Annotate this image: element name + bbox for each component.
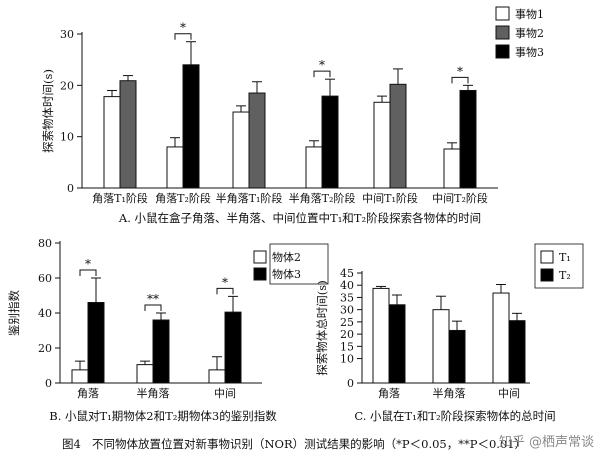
y-tick-label: 40 xyxy=(340,279,354,292)
y-tick-label: 30 xyxy=(340,304,354,317)
bar xyxy=(119,80,137,189)
chart-title: B. 小鼠对T₁期物体2和T₂期物体3的鉴别指数 xyxy=(49,409,277,423)
x-tick-label: 半角落 xyxy=(137,386,170,400)
significance-bracket xyxy=(79,269,97,276)
figure-caption: 图4 不同物体放置位置对新事物识别（NOR）测试结果的影响（*P＜0.05，**… xyxy=(0,434,600,454)
x-tick-label: 半角落 xyxy=(433,386,466,400)
bar xyxy=(103,96,121,189)
significance-bracket xyxy=(451,76,469,84)
x-tick-label: 角落 xyxy=(77,387,99,400)
bar xyxy=(373,101,391,189)
x-tick-label: 中间T₁阶段 xyxy=(362,191,418,205)
bar xyxy=(508,320,526,384)
y-tick-label: 25 xyxy=(340,316,354,329)
x-tick-label: 半角落T₂阶段 xyxy=(289,191,356,205)
bar xyxy=(248,92,266,189)
bar xyxy=(321,95,339,189)
y-tick-label: 15 xyxy=(340,340,354,353)
y-tick-label: 30 xyxy=(60,28,74,41)
significance-mark: ** xyxy=(147,292,159,306)
significance-mark: * xyxy=(85,257,91,271)
bar xyxy=(388,304,406,384)
chart-title: A. 小鼠在盒子角落、半角落、中间位置中T₁和T₂阶段探索各物体的时间 xyxy=(118,211,481,225)
bar xyxy=(443,148,461,189)
legend-label: 物体2 xyxy=(272,250,301,264)
y-tick-label: 0 xyxy=(45,377,52,390)
y-axis-label: 探索物体时间(s) xyxy=(41,69,55,153)
x-tick-label: 中间T₂阶段 xyxy=(432,191,488,205)
bar xyxy=(166,146,184,189)
significance-mark: * xyxy=(319,58,325,72)
y-tick-label: 60 xyxy=(38,272,52,285)
bar xyxy=(432,309,450,384)
x-tick-label: 角落 xyxy=(378,387,400,400)
bar xyxy=(305,146,323,189)
bar xyxy=(448,329,466,384)
x-tick-label: 角落T₁阶段 xyxy=(92,191,148,205)
y-tick-label: 40 xyxy=(38,307,52,320)
legend-frame-c xyxy=(534,243,584,289)
legend-swatch xyxy=(540,268,554,282)
caption-label: 图4 xyxy=(62,437,81,451)
y-tick-label: 0 xyxy=(347,377,354,390)
y-tick-label: 45 xyxy=(340,267,354,280)
significance-bracket xyxy=(144,304,162,311)
y-tick-label: 80 xyxy=(38,237,52,250)
legend-swatch xyxy=(253,250,267,264)
y-tick-label: 10 xyxy=(60,131,74,144)
legend-label: 物体3 xyxy=(272,267,301,281)
significance-bracket xyxy=(216,287,234,295)
legend-swatch xyxy=(495,44,510,59)
significance-mark: * xyxy=(222,275,228,289)
significance-mark: * xyxy=(457,64,463,78)
significance-bracket xyxy=(313,70,331,78)
legend-frame-b xyxy=(269,243,329,285)
x-tick-label: 中间 xyxy=(498,387,520,400)
legend-label: 事物3 xyxy=(515,45,544,59)
legend-swatch xyxy=(253,267,267,281)
y-axis-label: 鉴别指数 xyxy=(7,290,21,336)
bar xyxy=(492,292,510,384)
bar xyxy=(136,364,154,384)
y-tick-label: 20 xyxy=(60,79,74,92)
legend-swatch xyxy=(495,25,510,40)
significance-mark: * xyxy=(180,21,186,35)
legend-label: T₂ xyxy=(559,269,571,282)
legend-swatch xyxy=(495,6,510,21)
bar xyxy=(208,369,226,384)
y-axis-label: 探索物体总时间(s) xyxy=(315,280,329,375)
y-tick-label: 0 xyxy=(67,182,74,195)
legend-label: 事物1 xyxy=(515,7,544,21)
x-tick-label: 中间 xyxy=(214,387,236,400)
chart-title: C. 小鼠在T₁和T₂阶段探索物体的总时间 xyxy=(354,409,555,423)
bar xyxy=(71,369,89,384)
y-tick-label: 20 xyxy=(38,342,52,355)
bar xyxy=(152,319,170,384)
x-tick-label: 半角落T₁阶段 xyxy=(216,191,283,205)
legend-label: 事物2 xyxy=(515,26,544,40)
y-tick-label: 10 xyxy=(340,353,354,366)
watermark-text: 知乎 @栖声常谈 xyxy=(498,435,594,450)
bar xyxy=(87,302,105,384)
bar xyxy=(224,311,242,384)
bar xyxy=(459,89,477,189)
y-tick-label: 20 xyxy=(340,328,354,341)
bar xyxy=(182,64,200,189)
legend-label: T₁ xyxy=(559,251,571,264)
caption-text: 不同物体放置位置对新事物识别（NOR）测试结果的影响（*P＜0.05，**P＜0… xyxy=(92,437,527,451)
legend-swatch xyxy=(540,250,554,264)
significance-bracket xyxy=(174,33,192,40)
bar xyxy=(372,287,390,384)
bar xyxy=(232,111,250,189)
bar xyxy=(389,83,407,189)
chart-A: 0 10 20 30 探索物体时间(s) 角落T₁阶段 角落T₂阶段 * 半角落T₁阶段 半角落T… xyxy=(41,6,544,225)
x-tick-label: 角落T₂阶段 xyxy=(155,191,211,205)
y-tick-label: 35 xyxy=(340,291,354,304)
